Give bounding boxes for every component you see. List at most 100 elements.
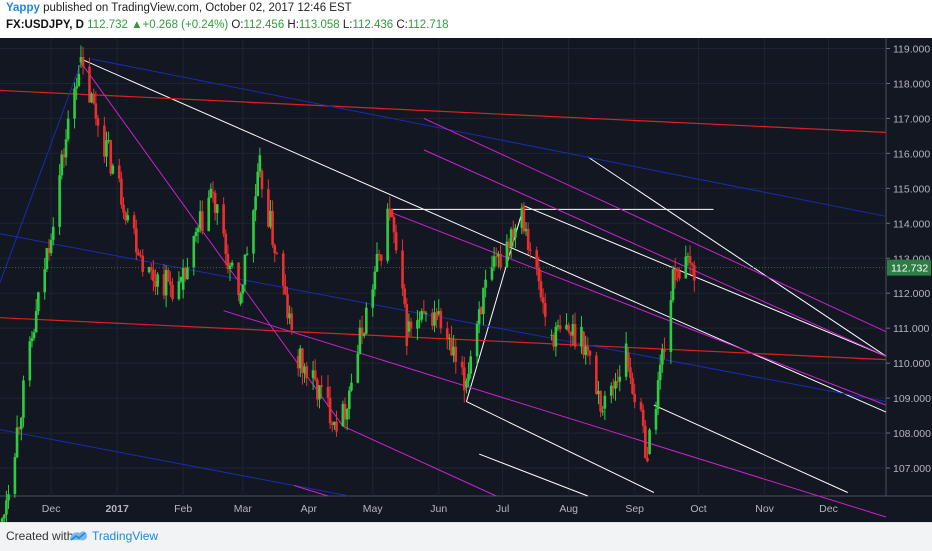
trend-line-magenta[interactable]: [423, 117, 887, 333]
candle[interactable]: [671, 265, 675, 303]
candle[interactable]: [281, 250, 285, 296]
candle[interactable]: [452, 335, 455, 363]
candle[interactable]: [0, 517, 4, 522]
candle[interactable]: [431, 308, 434, 330]
candle[interactable]: [305, 361, 308, 387]
candle[interactable]: [73, 82, 76, 129]
candle[interactable]: [541, 288, 545, 314]
candle[interactable]: [288, 305, 291, 325]
candle[interactable]: [462, 356, 466, 403]
candle[interactable]: [135, 219, 138, 260]
candle[interactable]: [132, 211, 136, 235]
candle[interactable]: [477, 301, 481, 334]
candle[interactable]: [480, 306, 483, 315]
candle[interactable]: [661, 343, 664, 373]
candle[interactable]: [152, 259, 155, 292]
candle[interactable]: [624, 331, 628, 381]
candle[interactable]: [614, 372, 617, 401]
candle[interactable]: [45, 247, 49, 273]
candle[interactable]: [177, 271, 181, 301]
candle[interactable]: [96, 114, 100, 137]
candle[interactable]: [154, 269, 157, 295]
candle[interactable]: [690, 262, 694, 276]
candle[interactable]: [77, 65, 81, 87]
candle[interactable]: [567, 322, 570, 334]
candle[interactable]: [94, 91, 98, 126]
candle[interactable]: [230, 260, 234, 269]
candle[interactable]: [586, 337, 590, 357]
candle[interactable]: [81, 47, 85, 75]
candle[interactable]: [258, 147, 262, 178]
candle[interactable]: [311, 360, 315, 391]
candle[interactable]: [241, 284, 245, 303]
candle[interactable]: [433, 300, 436, 333]
candle[interactable]: [111, 163, 115, 175]
trend-line-magenta[interactable]: [342, 425, 497, 497]
candle[interactable]: [633, 383, 636, 409]
candle[interactable]: [126, 208, 130, 223]
trend-line-white[interactable]: [479, 453, 589, 497]
candle[interactable]: [609, 382, 613, 404]
candle[interactable]: [19, 416, 23, 441]
trend-line-white[interactable]: [523, 205, 887, 357]
candle[interactable]: [60, 150, 64, 180]
candle[interactable]: [90, 92, 93, 104]
candle[interactable]: [686, 252, 690, 267]
candle[interactable]: [22, 375, 25, 428]
candle[interactable]: [58, 164, 61, 236]
candle[interactable]: [644, 420, 647, 459]
candle[interactable]: [688, 245, 692, 275]
candle[interactable]: [552, 332, 556, 351]
candle[interactable]: [137, 248, 140, 256]
candle[interactable]: [377, 249, 381, 262]
trend-line-magenta[interactable]: [423, 149, 887, 357]
candle[interactable]: [595, 351, 598, 396]
candle[interactable]: [13, 453, 17, 498]
candle[interactable]: [675, 266, 679, 283]
candle[interactable]: [269, 199, 272, 229]
candle[interactable]: [639, 397, 643, 412]
candle[interactable]: [5, 490, 8, 522]
candle[interactable]: [514, 223, 517, 248]
candle[interactable]: [328, 386, 332, 429]
candle[interactable]: [286, 286, 289, 325]
candle[interactable]: [37, 291, 40, 316]
candle[interactable]: [656, 371, 660, 415]
candle[interactable]: [105, 131, 108, 167]
candle[interactable]: [520, 203, 524, 235]
candle[interactable]: [320, 375, 323, 399]
price-chart[interactable]: 119.000 118.000 117.000 116.000 115.000 114.0…: [0, 38, 932, 522]
candle[interactable]: [186, 257, 189, 280]
candle[interactable]: [343, 397, 347, 429]
candle[interactable]: [243, 254, 247, 292]
time-axis[interactable]: [0, 496, 932, 522]
candle[interactable]: [673, 257, 677, 289]
candle[interactable]: [62, 148, 66, 169]
candle[interactable]: [7, 484, 10, 509]
candle[interactable]: [539, 269, 543, 302]
candle[interactable]: [582, 331, 585, 359]
candle[interactable]: [580, 316, 583, 354]
candle[interactable]: [509, 227, 513, 259]
candle[interactable]: [405, 298, 409, 356]
candle[interactable]: [149, 263, 153, 280]
candle[interactable]: [273, 243, 277, 263]
candle[interactable]: [51, 217, 55, 246]
candle[interactable]: [494, 247, 498, 267]
candle[interactable]: [360, 315, 364, 345]
candle[interactable]: [584, 335, 587, 365]
candle[interactable]: [469, 350, 472, 379]
candle[interactable]: [467, 362, 470, 387]
candle[interactable]: [316, 377, 319, 407]
candle[interactable]: [448, 333, 451, 351]
candle[interactable]: [49, 233, 53, 256]
candle[interactable]: [164, 265, 168, 308]
candle[interactable]: [296, 349, 300, 377]
candle[interactable]: [365, 302, 368, 335]
candle[interactable]: [439, 308, 443, 334]
candle[interactable]: [394, 224, 398, 254]
candle[interactable]: [599, 390, 602, 418]
candle[interactable]: [201, 200, 204, 235]
candle[interactable]: [32, 328, 36, 341]
candle[interactable]: [409, 317, 413, 337]
